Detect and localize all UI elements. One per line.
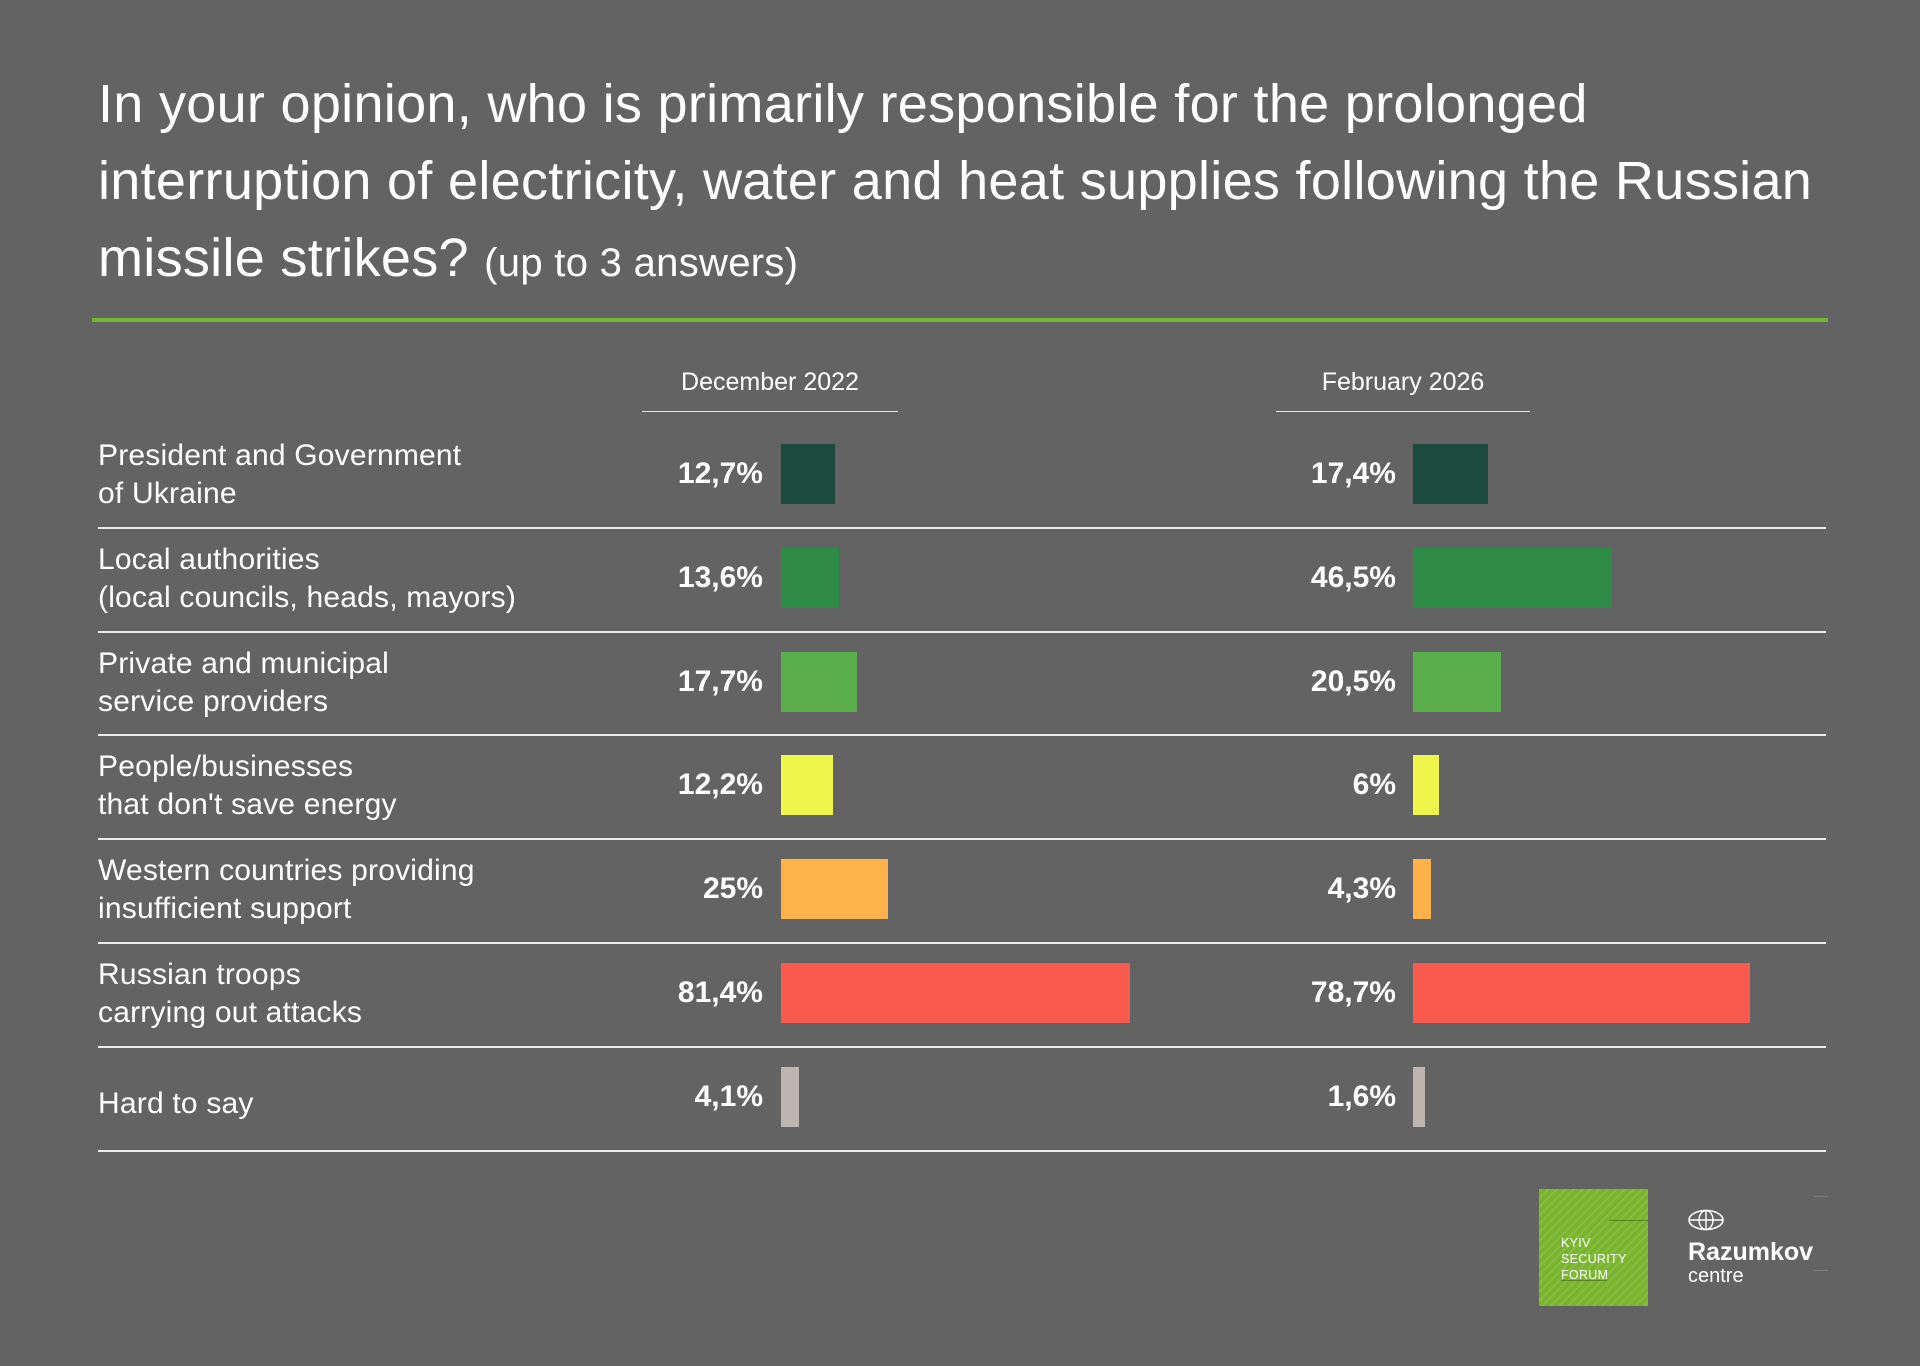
value-label: 13,6% (677, 560, 763, 594)
row-divider (98, 942, 1826, 944)
chart-title: In your opinion, who is primarily respon… (98, 66, 1858, 302)
value-label: 25% (702, 872, 763, 906)
row-divider (98, 838, 1826, 841)
value-label: 12,2% (677, 768, 763, 802)
category-label: Russian troops carrying out attacks (98, 957, 363, 1029)
bar (1413, 755, 1439, 816)
title-text: In your opinion, who is primarily respon… (98, 74, 1813, 288)
value-label: 4,3% (1327, 872, 1396, 906)
bar (781, 1066, 799, 1127)
series-header-december-2022: December 2022 (642, 368, 898, 412)
bar (1413, 962, 1751, 1023)
title-divider (92, 318, 1828, 322)
value-label: 20,5% (1310, 664, 1396, 698)
globe-icon (1688, 1209, 1724, 1231)
bar (781, 859, 889, 920)
row-divider (98, 734, 1826, 737)
logo-rule-top (1814, 1196, 1828, 1197)
value-label: 12,7% (677, 456, 763, 490)
bar (1413, 547, 1613, 608)
value-label: 1,6% (1327, 1079, 1396, 1113)
category-label: People/businesses that don't save energy (98, 750, 397, 822)
category-label: Private and municipal service providers (98, 646, 390, 718)
series-header-february-2026: February 2026 (1276, 368, 1530, 412)
value-label: 6% (1352, 768, 1396, 802)
category-label: Hard to say (98, 1086, 254, 1120)
category-label: President and Government of Ukraine (98, 438, 462, 510)
bar (1413, 1066, 1425, 1127)
row-divider (98, 1149, 1826, 1152)
bar (1413, 651, 1501, 712)
bar (781, 651, 857, 712)
category-label: Western countries providing insufficient… (98, 854, 475, 926)
value-label: 81,4% (677, 975, 763, 1009)
value-label: 17,4% (1310, 456, 1396, 490)
category-label: Local authorities (local councils, heads… (98, 542, 517, 614)
bar (1413, 859, 1432, 920)
razumkov-logo-sub: centre (1688, 1265, 1744, 1287)
ksf-logo-text: KYIV SECURITY FORUM (1561, 1236, 1627, 1282)
logo-rule-bottom (1814, 1270, 1828, 1271)
value-label: 17,7% (677, 664, 763, 698)
value-label: 4,1% (694, 1079, 763, 1113)
bar (1413, 443, 1488, 504)
row-divider (98, 1045, 1826, 1048)
bar (781, 755, 834, 816)
row-divider (98, 526, 1826, 529)
title-subtitle: (up to 3 answers) (484, 241, 799, 285)
bar (781, 443, 836, 504)
row-divider (98, 630, 1826, 633)
value-label: 78,7% (1310, 975, 1396, 1009)
bar (781, 962, 1130, 1023)
bar (781, 547, 840, 608)
razumkov-logo-name: Razumkov (1688, 1238, 1814, 1266)
kyiv-security-forum-logo: KYIV SECURITY FORUM (1539, 1189, 1648, 1306)
value-label: 46,5% (1310, 560, 1396, 594)
